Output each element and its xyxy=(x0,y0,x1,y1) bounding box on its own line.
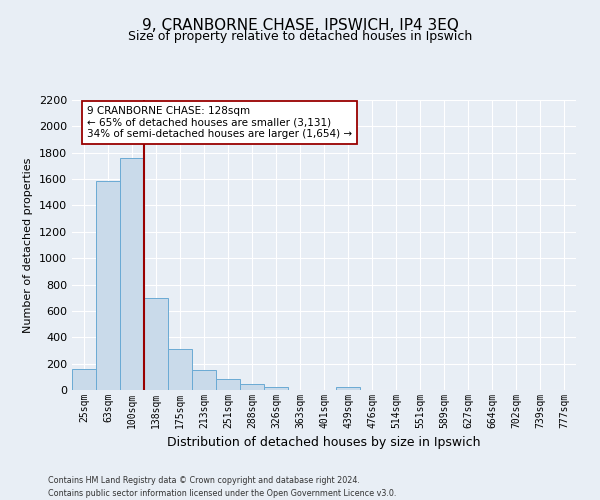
Y-axis label: Number of detached properties: Number of detached properties xyxy=(23,158,34,332)
Bar xyxy=(168,349,192,390)
Text: 9, CRANBORNE CHASE, IPSWICH, IP4 3EQ: 9, CRANBORNE CHASE, IPSWICH, IP4 3EQ xyxy=(142,18,458,32)
Text: 9 CRANBORNE CHASE: 128sqm
← 65% of detached houses are smaller (3,131)
34% of se: 9 CRANBORNE CHASE: 128sqm ← 65% of detac… xyxy=(87,106,352,139)
Bar xyxy=(216,379,240,390)
Bar xyxy=(120,158,144,390)
Bar xyxy=(96,181,120,390)
Bar xyxy=(72,369,96,390)
Bar xyxy=(240,384,264,390)
Text: Contains HM Land Registry data © Crown copyright and database right 2024.: Contains HM Land Registry data © Crown c… xyxy=(48,476,360,485)
X-axis label: Distribution of detached houses by size in Ipswich: Distribution of detached houses by size … xyxy=(167,436,481,450)
Bar xyxy=(144,298,168,390)
Bar xyxy=(336,388,360,390)
Text: Size of property relative to detached houses in Ipswich: Size of property relative to detached ho… xyxy=(128,30,472,43)
Bar xyxy=(264,386,288,390)
Bar xyxy=(192,370,216,390)
Text: Contains public sector information licensed under the Open Government Licence v3: Contains public sector information licen… xyxy=(48,489,397,498)
